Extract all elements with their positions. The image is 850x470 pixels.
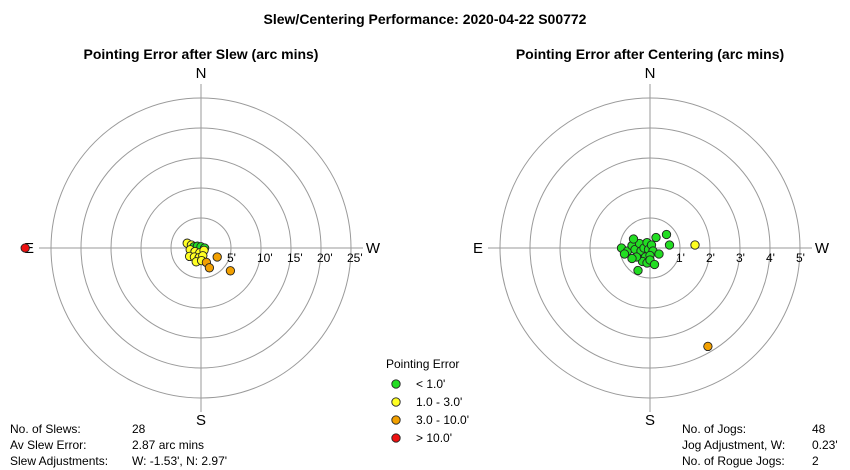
slew-stat-label: Slew Adjustments: [10, 454, 109, 468]
plot-title: Pointing Error after Centering (arc mins… [516, 46, 784, 62]
data-point [690, 240, 700, 250]
data-point [654, 249, 664, 259]
centering-stat-value: 48 [812, 422, 826, 436]
legend-label: < 1.0' [416, 377, 445, 391]
legend-marker [391, 433, 401, 443]
ring-label: 25' [347, 251, 363, 265]
centering-stat-row: No. of Jogs: 48 [682, 421, 838, 437]
legend-label: 1.0 - 3.0' [416, 395, 462, 409]
slew-stat-value: W: -1.53', N: 2.97' [132, 454, 228, 468]
ring-label: 4' [766, 251, 775, 265]
data-point [627, 253, 637, 264]
compass-north: N [645, 65, 656, 82]
data-point [628, 234, 639, 244]
data-point [204, 263, 215, 273]
centering-stat-value: 2 [812, 454, 819, 468]
slew-stat-label: No. of Slews: [10, 422, 81, 436]
compass-west: W [366, 240, 381, 257]
compass-east: E [473, 240, 483, 257]
centering-stats: No. of Jogs: 48 Jog Adjustment, W: 0.23' N… [682, 421, 838, 469]
legend-label: > 10.0' [416, 431, 452, 445]
centering-stat-row: No. of Rogue Jogs: 2 [682, 453, 838, 469]
legend-marker [391, 379, 401, 389]
compass-west: W [815, 240, 830, 257]
slew-stat-value: 28 [132, 422, 146, 436]
ring-label: 1' [676, 251, 685, 265]
data-point [212, 252, 222, 262]
ring-label: 2' [706, 251, 715, 265]
legend-title: Pointing Error [386, 357, 459, 371]
data-point [633, 265, 643, 276]
ring-label: 5' [227, 251, 236, 265]
data-point [20, 243, 30, 253]
ring-label: 15' [287, 251, 303, 265]
ring-label: 10' [257, 251, 273, 265]
legend-label: 3.0 - 10.0' [416, 413, 469, 427]
data-point [649, 259, 660, 270]
compass-north: N [196, 65, 207, 82]
data-point [651, 232, 661, 243]
slew-stat-row: Slew Adjustments: W: -1.53', N: 2.97' [10, 453, 227, 469]
centering-stat-row: Jog Adjustment, W: 0.23' [682, 437, 838, 453]
plot-title: Pointing Error after Slew (arc mins) [84, 46, 319, 62]
data-point [619, 249, 630, 259]
compass-south: S [645, 412, 655, 429]
ring-label: 3' [736, 251, 745, 265]
page-title: Slew/Centering Performance: 2020-04-22 S… [264, 11, 587, 27]
slew-stat-value: 2.87 arc mins [132, 438, 205, 452]
data-point [703, 341, 713, 352]
data-point [225, 266, 236, 276]
legend-marker [391, 397, 401, 407]
slew-stat-row: Av Slew Error: 2.87 arc mins [10, 437, 227, 453]
centering-stat-label: No. of Jogs: [682, 422, 747, 436]
ring-label: 5' [796, 251, 805, 265]
legend-marker [391, 415, 401, 425]
centering-stat-label: No. of Rogue Jogs: [682, 454, 785, 468]
centering-stat-value: 0.23' [812, 438, 838, 452]
centering-stat-label: Jog Adjustment, W: [682, 438, 786, 452]
ring-label: 20' [317, 251, 333, 265]
data-point [661, 229, 672, 240]
data-point [664, 240, 675, 250]
slew-stat-row: No. of Slews: 28 [10, 421, 227, 437]
slew-stat-label: Av Slew Error: [10, 438, 87, 452]
compass-south: S [196, 412, 206, 429]
slew-stats: No. of Slews: 28 Av Slew Error: 2.87 arc m… [10, 421, 227, 469]
